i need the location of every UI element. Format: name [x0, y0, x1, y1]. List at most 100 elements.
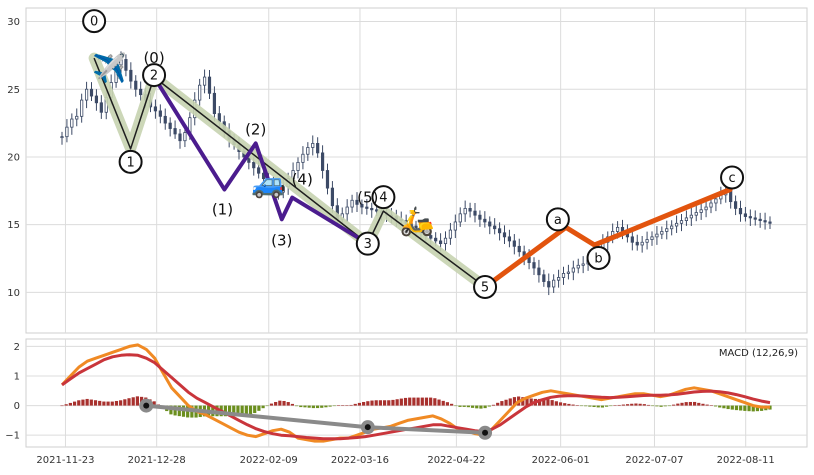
macd-hist-bar	[429, 397, 433, 406]
candle-body	[458, 213, 462, 223]
macd-hist-bar	[357, 402, 362, 406]
macd-hist-bar	[127, 398, 131, 406]
candle-body	[488, 221, 492, 227]
x-tick-label: 2021-12-28	[128, 455, 186, 466]
candle-body	[468, 208, 472, 212]
macd-hist-bar	[441, 400, 445, 406]
candle-body	[650, 236, 654, 240]
candle-body	[679, 220, 684, 224]
correction-label-c: c	[728, 171, 735, 186]
x-tick-label: 2022-02-09	[240, 455, 298, 466]
macd-hist-bar	[642, 404, 646, 406]
macd-hist-bar	[173, 405, 177, 416]
scooter-icon: 🛵	[400, 205, 435, 238]
macd-hist-bar	[475, 405, 479, 409]
candle-body	[453, 221, 457, 231]
candle-body	[665, 228, 669, 232]
macd-hist-bar	[450, 403, 454, 406]
macd-hist-bar	[491, 404, 496, 406]
macd-hist-bar	[584, 405, 588, 407]
candle-body	[365, 206, 369, 209]
candle-body	[65, 126, 69, 138]
inner-wave-line	[152, 75, 370, 246]
correction-label-circle	[545, 207, 570, 232]
candle-body	[320, 152, 325, 171]
candle-body	[512, 240, 516, 247]
macd-hist-bar	[123, 399, 127, 406]
candle-body	[655, 233, 659, 238]
x-tick-label: 2022-03-16	[331, 455, 389, 466]
macd-hist-bar	[253, 405, 257, 414]
macd-hist-bar	[437, 399, 441, 406]
wave-label-1: 1	[126, 155, 134, 170]
macd-hist-bar	[315, 405, 320, 409]
macd-hist-bar	[286, 402, 290, 406]
candle-body	[434, 237, 438, 242]
candle-body	[198, 84, 202, 101]
macd-hist-bar	[106, 401, 110, 406]
macd-hist-bar	[72, 401, 77, 406]
wave-label-2: 2	[150, 69, 158, 84]
candle-body	[94, 95, 99, 104]
macd-hist-bar	[362, 401, 366, 406]
candle-body	[119, 59, 123, 66]
macd-hist-bar	[613, 405, 617, 406]
candle-body	[207, 76, 212, 94]
macd-hist-bar	[709, 405, 713, 406]
candle-body	[542, 274, 546, 282]
macd-y-tick-label: 1	[14, 371, 20, 382]
macd-hist-bar	[353, 403, 357, 406]
macd-hist-bar	[345, 405, 349, 406]
macd-hist-bar	[659, 405, 663, 407]
macd-hist-bar	[299, 405, 303, 408]
macd-hist-bar	[89, 399, 93, 406]
candle-body	[60, 136, 64, 139]
macd-title: MACD (12,26,9)	[719, 348, 798, 359]
inner-wave-label: (3)	[271, 231, 292, 249]
candle-body	[443, 237, 448, 245]
macd-hist-bar	[500, 401, 504, 406]
candle-body	[252, 161, 256, 169]
candle-body	[758, 218, 762, 222]
macd-hist-bar	[227, 405, 232, 417]
candle-body	[532, 262, 536, 269]
macd-hist-bar	[575, 405, 579, 406]
macd-hist-bar	[479, 405, 483, 409]
macd-hist-bar	[60, 405, 64, 407]
macd-hist-bar	[558, 402, 563, 406]
candle-body	[296, 161, 300, 171]
inner-wave-label: (1)	[212, 200, 233, 218]
candle-body	[306, 147, 310, 155]
candle-body	[753, 217, 757, 220]
macd-hist-bar	[366, 401, 370, 406]
macd-hist-bar	[697, 402, 701, 406]
macd-hist-bar	[680, 402, 684, 406]
macd-hist-bar	[525, 397, 529, 406]
macd-hist-bar	[303, 405, 307, 408]
wave-label-3: 3	[364, 237, 372, 252]
macd-hist-bar	[617, 404, 621, 406]
macd-hist-bar	[550, 400, 554, 406]
price-y-tick-label: 30	[7, 17, 20, 28]
macd-hist-bar	[307, 405, 311, 408]
wave-label-circle	[473, 274, 498, 299]
macd-hist-bar	[131, 397, 135, 406]
candles	[60, 51, 772, 296]
macd-hist-bar	[743, 405, 747, 411]
candle-body	[163, 115, 167, 124]
correction-label-b: b	[594, 251, 602, 266]
macd-hist-bar	[265, 405, 269, 407]
candle-body	[139, 88, 143, 96]
x-axis: 2021-11-23 2021-12-28 2022-02-09 2022-03-16…	[36, 455, 774, 466]
macd-hist-bar	[68, 402, 72, 406]
candle-body	[547, 281, 551, 288]
macd-hist-bar	[630, 403, 634, 406]
macd-hist-bar	[119, 400, 123, 406]
wave-label-circle	[118, 149, 143, 174]
candle-body	[645, 239, 649, 243]
macd-hist-bar	[554, 401, 558, 406]
macd-hist-bar	[688, 401, 693, 406]
macd-hist-bar	[672, 404, 676, 406]
macd-hist-bar	[458, 405, 462, 407]
macd-hist-bar	[403, 397, 408, 406]
